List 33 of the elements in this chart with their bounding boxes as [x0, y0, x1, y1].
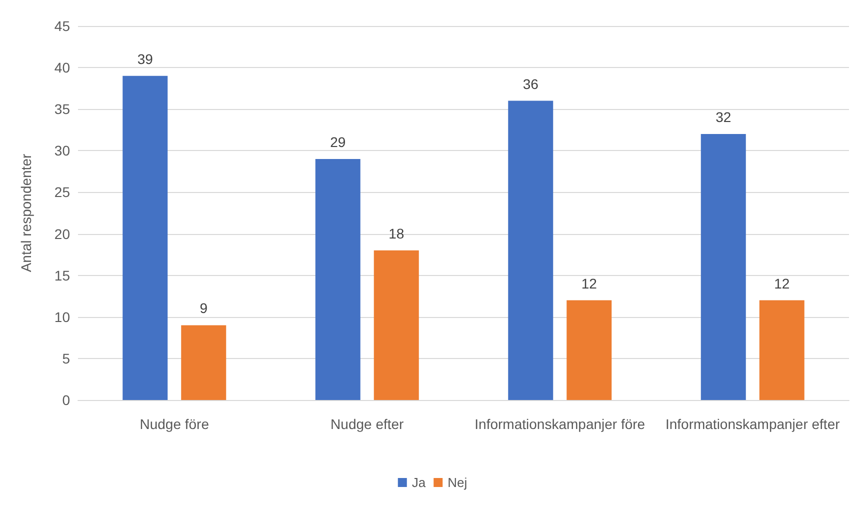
y-axis-title: Antal respondenter [18, 154, 34, 272]
y-tick-label: 5 [62, 350, 70, 366]
y-tick-label: 15 [54, 267, 70, 284]
data-label: 9 [200, 300, 208, 316]
bar [315, 158, 360, 400]
y-tick-label: 10 [54, 308, 70, 325]
y-tick-label: 0 [62, 392, 70, 408]
legend-label: Ja [412, 475, 426, 490]
y-tick-label: 45 [54, 18, 70, 34]
x-tick-label: Informationskampanjer före [474, 416, 646, 432]
bar [374, 250, 419, 400]
data-label: 29 [330, 134, 346, 150]
y-tick-label: 25 [54, 184, 70, 200]
data-label: 12 [774, 275, 790, 292]
y-tick-label: 35 [54, 101, 70, 118]
bar [122, 76, 168, 400]
data-label: 12 [581, 275, 598, 292]
y-tick-label: 20 [54, 226, 70, 242]
x-tick-label: Informationskampanjer efter [665, 416, 840, 432]
data-label: 18 [388, 225, 404, 242]
bar [759, 300, 804, 400]
data-label: 39 [137, 50, 154, 67]
y-tick-label: 30 [54, 142, 70, 159]
x-tick-label: Nudge före [140, 416, 210, 432]
bar [508, 100, 554, 400]
y-tick-label: 40 [54, 60, 70, 76]
data-label: 32 [716, 109, 732, 126]
legend-label: Nej [448, 475, 468, 490]
x-tick-label: Nudge efter [330, 416, 404, 432]
data-label: 36 [522, 76, 539, 92]
bar [566, 300, 612, 400]
bar [181, 325, 226, 400]
bar [700, 134, 746, 400]
